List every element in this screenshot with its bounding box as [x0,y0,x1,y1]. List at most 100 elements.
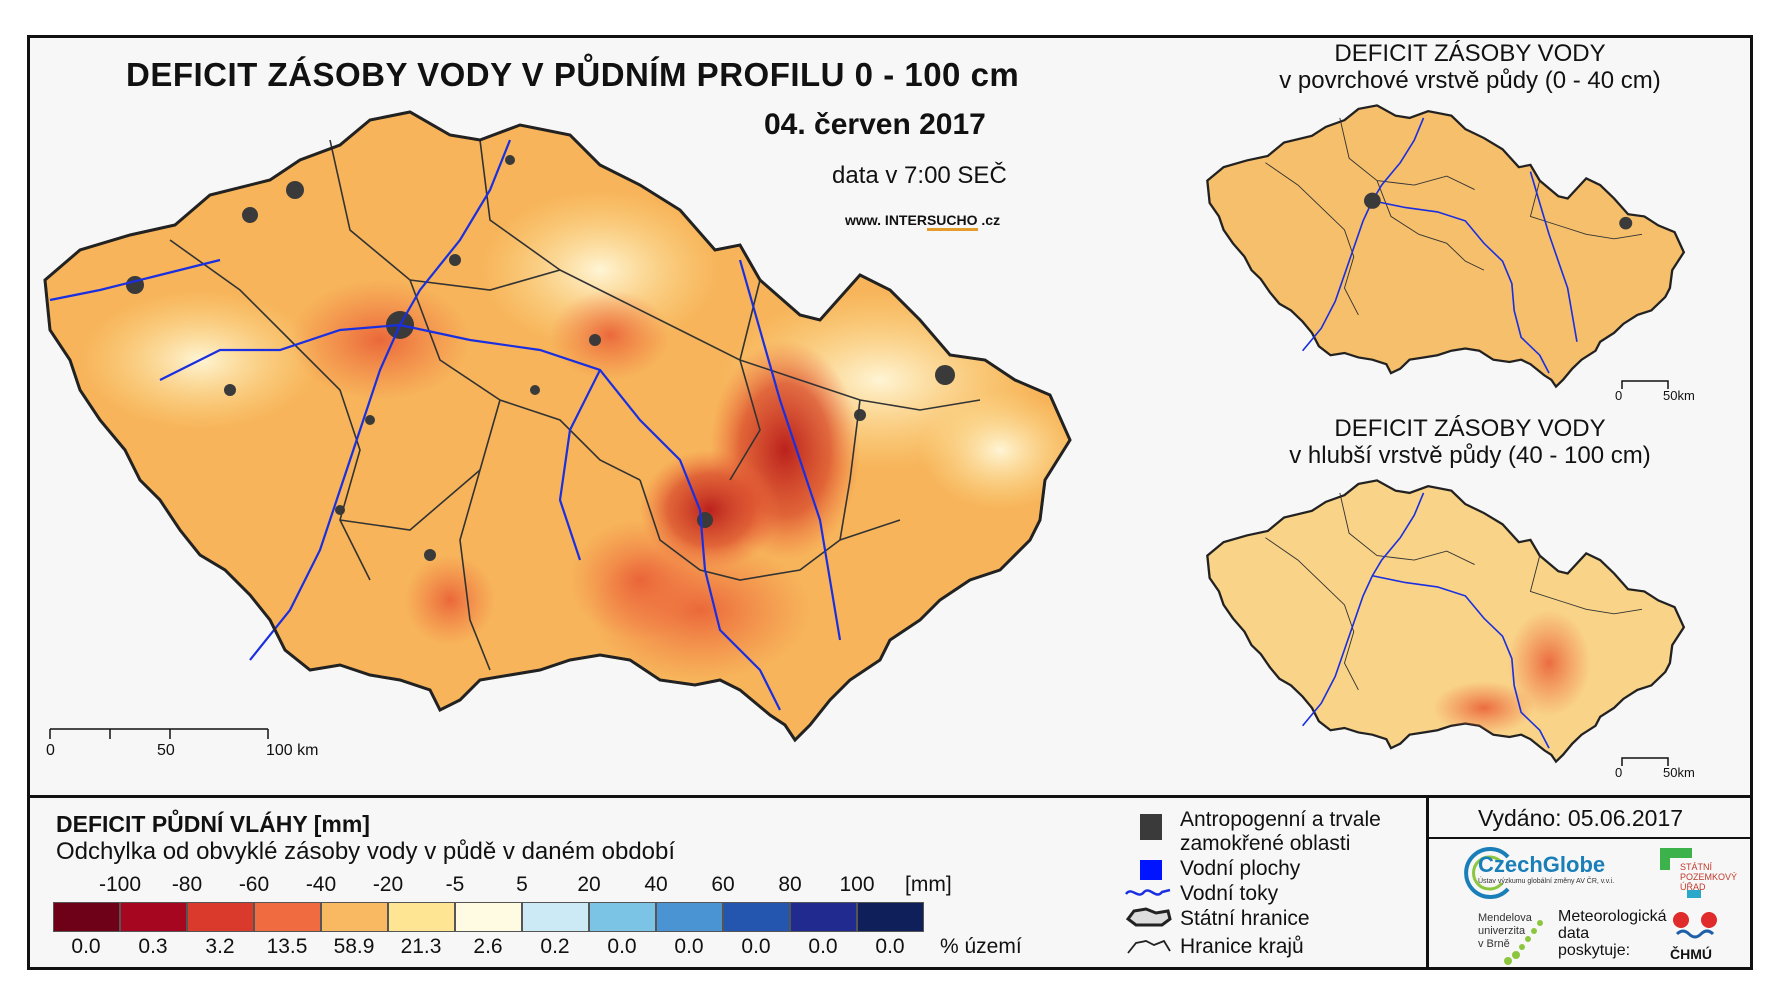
mendel-line-1: Mendelova [1478,912,1532,924]
legend-break-2: -60 [238,873,270,896]
legend-break-5: -5 [445,873,465,896]
website-highlight: SUCHO [926,212,978,231]
legend-percent-0: 0.0 [71,935,101,958]
map-date: 04. červen 2017 [764,108,986,141]
issued-date: Vydáno: 05.06.2017 [1478,805,1684,831]
inset-1-scale-bar [1621,380,1669,389]
legend-swatches [53,902,933,932]
legend-percentages: 0.0 0.3 3.2 13.5 58.9 21.3 2.6 0.2 0.0 0.0 0.0 0.0 0… [0,935,1000,961]
website-link[interactable]: www. INTERSUCHO .cz [845,212,1000,231]
key-region-border: Hranice krajů [1180,935,1304,958]
key-water-bodies: Vodní plochy [1180,857,1301,880]
inset-1-scale-0: 0 [1615,388,1623,403]
legend-swatch-7 [522,902,589,932]
legend-swatch-3 [254,902,321,932]
legend-break-3: -40 [305,873,337,896]
legend-swatch-1 [120,902,187,932]
legend-swatch-12 [857,902,924,932]
spu-line-2: POZEMKOVÝ [1680,872,1738,882]
mendel-logo-icon [1504,920,1543,965]
data-time: data v 7:00 SEČ [832,162,1007,189]
meteo-credit: Meteorologická data poskytuje: [1558,908,1667,959]
legend-break-0: -100 [98,873,142,896]
inset-1-title: DEFICIT ZÁSOBY VODY v povrchové vrstvě p… [1200,40,1740,94]
chmu-logo-icon [1673,890,1717,939]
inset-2-map [1206,479,1686,763]
main-map [43,110,1072,743]
legend-break-11: 100 [839,873,875,896]
spu-logo-bar [1660,848,1692,858]
mendel-line-3: v Brně [1478,938,1510,950]
inset-2-title: DEFICIT ZÁSOBY VODY v hlubší vrstvě půdy… [1200,415,1740,469]
legend-subtitle: Odchylka od obvyklé zásoby vody v půdě v… [56,838,676,865]
legend-swatch-10 [723,902,790,932]
legend-percent-12: 0.0 [875,935,905,958]
map-title: DEFICIT ZÁSOBY VODY V PŮDNÍM PROFILU 0 -… [126,56,1020,93]
legend-break-10: 80 [778,873,802,896]
water-body-swatch [1140,860,1162,880]
meteo-line-1: Meteorologická [1558,908,1667,925]
czechglobe-logo: CzechGlobe [1478,852,1606,877]
legend-percent-9: 0.0 [674,935,704,958]
mendel-logo: Mendelova univerzita v Brně [1478,912,1532,951]
inset-1-map [1206,104,1686,388]
mendel-line-2: univerzita [1478,925,1526,937]
spu-line-3: ÚŘAD [1680,882,1706,892]
legend-break-6: 5 [516,873,528,896]
legend-break-1: -80 [171,873,203,896]
legend-percent-11: 0.0 [808,935,838,958]
legend-vertical-divider [1426,795,1429,970]
key-state-border: Státní hranice [1180,907,1310,930]
legend-swatch-5 [388,902,455,932]
inset-1-title-line1: DEFICIT ZÁSOBY VODY [1334,40,1606,67]
website-prefix: www. INTER [845,212,927,228]
issued-divider [1426,837,1753,839]
inset-1-scale-50: 50km [1663,388,1695,403]
legend-swatch-9 [656,902,723,932]
legend-swatch-0 [53,902,120,932]
region-border-swatch [1127,939,1171,954]
meteo-line-2: data [1558,925,1590,942]
legend-break-9: 60 [711,873,735,896]
key-rivers: Vodní toky [1180,882,1279,905]
chmu-logo: ČHMÚ [1670,946,1712,962]
legend-unit: [mm] [905,873,952,896]
key-anthropogenic-2: zamokřené oblasti [1180,832,1351,855]
state-border-swatch [1125,907,1172,927]
legend-swatch-2 [187,902,254,932]
main-scale-label-50: 50 [157,742,175,759]
percent-label: % území [940,935,1022,958]
legend-swatch-4 [321,902,388,932]
main-scale-bar [49,728,269,739]
inset-2-scale-50: 50km [1663,765,1695,780]
legend-break-7: 20 [577,873,601,896]
river-swatch [1125,888,1171,896]
legend-percent-3: 13.5 [266,935,308,958]
main-scale-label-0: 0 [46,742,55,759]
legend-swatch-6 [455,902,522,932]
spu-logo: STÁTNÍ POZEMKOVÝ ÚŘAD [1680,862,1737,892]
legend-percent-4: 58.9 [333,935,375,958]
inset-2-scale-0: 0 [1615,765,1623,780]
spu-logo-icon [1660,848,1670,870]
legend-percent-10: 0.0 [741,935,771,958]
inset-2-title-line1: DEFICIT ZÁSOBY VODY [1334,415,1606,442]
inset-2-scale-bar [1621,757,1669,766]
anthropogenic-swatch [1140,814,1162,840]
legend-percent-6: 2.6 [473,935,503,958]
legend-percent-2: 3.2 [205,935,235,958]
legend-swatch-8 [589,902,656,932]
legend-title: DEFICIT PŮDNÍ VLÁHY [mm] [56,811,370,837]
legend-break-8: 40 [644,873,668,896]
meteo-line-3: poskytuje: [1558,942,1631,959]
czechglobe-logo-icon [1464,847,1510,899]
legend-breaks: -100 -80 -60 -40 -20 -5 5 20 40 60 80 100 [0,873,1000,899]
legend-divider [27,795,1753,798]
main-scale-label-100: 100 km [266,742,319,759]
legend-break-4: -20 [372,873,404,896]
key-anthropogenic: Antropogenní a trvale [1180,808,1381,831]
legend-percent-7: 0.2 [540,935,570,958]
legend-swatch-11 [790,902,857,932]
spu-line-1: STÁTNÍ [1680,862,1713,872]
inset-1-title-line2: v povrchové vrstvě půdy (0 - 40 cm) [1279,67,1661,94]
